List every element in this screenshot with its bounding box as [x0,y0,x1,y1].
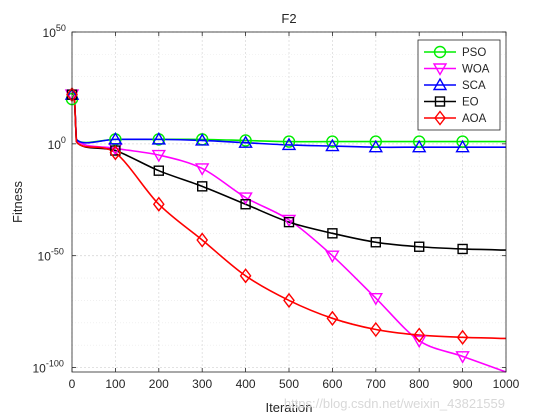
marker-sca [455,139,470,153]
marker-eo [240,199,251,210]
x-tick-label: 500 [279,377,299,391]
legend-marker-woa [432,63,448,76]
marker-pso [456,135,469,148]
legend-marker-aoa [434,110,446,126]
marker-sca [151,131,167,145]
x-tick-label: 100 [105,377,125,391]
marker-pso [282,135,296,148]
marker-sca [281,137,297,151]
x-tick-label: 0 [69,377,76,391]
marker-woa [238,192,253,205]
legend-label-woa: WOA [462,64,490,76]
legend-marker-eo [434,96,446,107]
marker-aoa [196,232,209,248]
marker-woa [281,214,297,228]
marker-eo [457,243,468,255]
marker-sca [325,138,340,152]
marker-sca [238,135,253,148]
legend: PSO WOA SCA EO AOA [417,39,501,131]
marker-eo [414,241,425,252]
marker-sca [108,131,123,145]
marker-woa [455,351,470,364]
x-axis-label: Iteration [266,400,313,415]
marker-eo [153,165,165,176]
legend-marker-sca [432,77,448,91]
x-tick-label: 200 [149,377,169,391]
x-tick-label: 1000 [493,377,520,391]
marker-pso [369,135,382,148]
y-tick-label: 10-100 [33,359,64,376]
y-tick-labels: 1050 100 10-50 10-100 [33,23,66,376]
x-tick-label: 700 [366,377,386,391]
marker-pso [413,135,426,148]
marker-aoa [239,268,252,284]
marker-aoa [369,321,382,338]
x-tick-label: 400 [236,377,256,391]
marker-aoa [413,327,426,343]
y-tick-label: 10-50 [38,247,64,264]
legend-label-eo: EO [462,97,479,109]
y-axis-label: Fitness [10,181,25,223]
marker-sca [194,133,210,146]
x-tick-label: 900 [453,377,473,391]
y-tick-label: 100 [48,135,66,152]
marker-woa [151,149,167,163]
marker-eo [283,216,295,228]
axis-ticks [71,31,507,372]
marker-pso [326,135,339,148]
marker-woa [411,335,427,349]
y-tick-label: 1050 [43,23,66,40]
marker-aoa [283,292,295,309]
marker-sca [368,139,384,153]
marker-aoa [109,145,122,161]
x-tick-label: 800 [409,377,429,391]
x-tick-labels: 0 100 200 300 400 500 600 700 800 900 1000 [69,377,520,391]
series-markers [64,86,470,364]
marker-aoa [326,310,339,326]
legend-label-sca: SCA [462,80,486,92]
x-tick-label: 600 [322,377,342,391]
marker-eo [196,181,208,192]
marker-sca [411,139,427,153]
marker-aoa [456,329,469,345]
chart-title: F2 [281,11,296,26]
legend-label-aoa: AOA [462,113,487,125]
marker-woa [368,292,384,306]
marker-aoa [152,196,165,212]
marker-eo [327,228,338,239]
x-tick-label: 300 [192,377,212,391]
legend-label-pso: PSO [462,47,486,59]
marker-pso [239,134,252,147]
watermark: https://blog.csdn.net/weixin_43821559 [284,396,505,411]
series-line-aoa [71,89,507,340]
marker-woa [194,163,210,176]
marker-woa [325,250,340,264]
marker-eo [370,237,381,248]
legend-marker-pso [433,45,447,59]
